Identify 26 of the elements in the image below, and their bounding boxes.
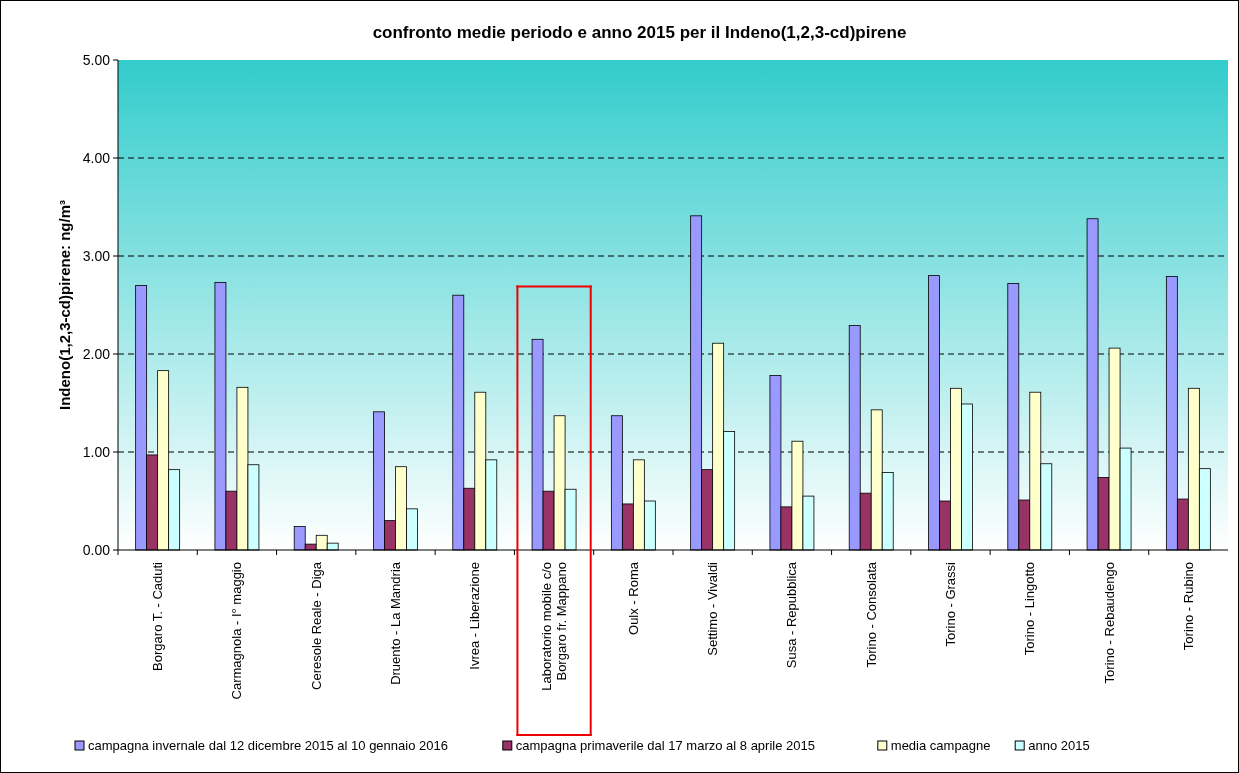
- legend-label: campagna primaverile dal 17 marzo al 8 aprile 2015: [515, 738, 815, 753]
- x-tick-label: Ivrea - Liberazione: [467, 562, 483, 670]
- y-tick-label: 5.00: [82, 51, 111, 68]
- x-tick-label: Torino - Consolata: [863, 561, 879, 668]
- y-tick-label: 4.00: [82, 149, 111, 166]
- x-tick-label: Torino - Rebaudengo: [1101, 562, 1117, 684]
- x-tick-label: Laboratorio mobile c/o Borgaro fr. Mappano: [538, 562, 570, 691]
- legend-label: media campagne: [890, 738, 991, 753]
- x-tick-label: Susa - Repubblica: [784, 561, 800, 669]
- legend-label: campagna invernale dal 12 dicembre 2015 al 10 gennaio 2016: [88, 738, 448, 753]
- x-tick-label: Torino - Lingotto: [1022, 562, 1038, 656]
- x-tick-label: Ceresole Reale - Diga: [308, 561, 324, 690]
- y-tick-label: 2.00: [82, 345, 111, 362]
- x-tick-label: Carmagnola - I° maggio: [229, 562, 245, 700]
- x-tick-label: Torino - Rubino: [1180, 562, 1196, 651]
- x-tick-label: Oulx - Roma: [625, 561, 641, 635]
- x-tick-label: Druento - La Mandria: [388, 561, 404, 685]
- x-tick-label: Settimo - Vivaldi: [705, 561, 721, 656]
- y-tick-label: 0.00: [82, 541, 111, 558]
- y-tick-label: 1.00: [82, 443, 111, 460]
- x-tick-label: Torino - Grassi: [943, 561, 959, 647]
- y-axis-title: Indeno(1,2,3-cd)pirene: ng/m³: [56, 199, 73, 411]
- chart-title: confronto medie periodo e anno 2015 per il Indeno(1,2,3-cd)pirene: [372, 23, 907, 42]
- y-tick-label: 3.00: [82, 247, 111, 264]
- x-tick-label: Borgaro T. - Caduti: [150, 561, 166, 671]
- legend-label: anno 2015: [1028, 738, 1090, 753]
